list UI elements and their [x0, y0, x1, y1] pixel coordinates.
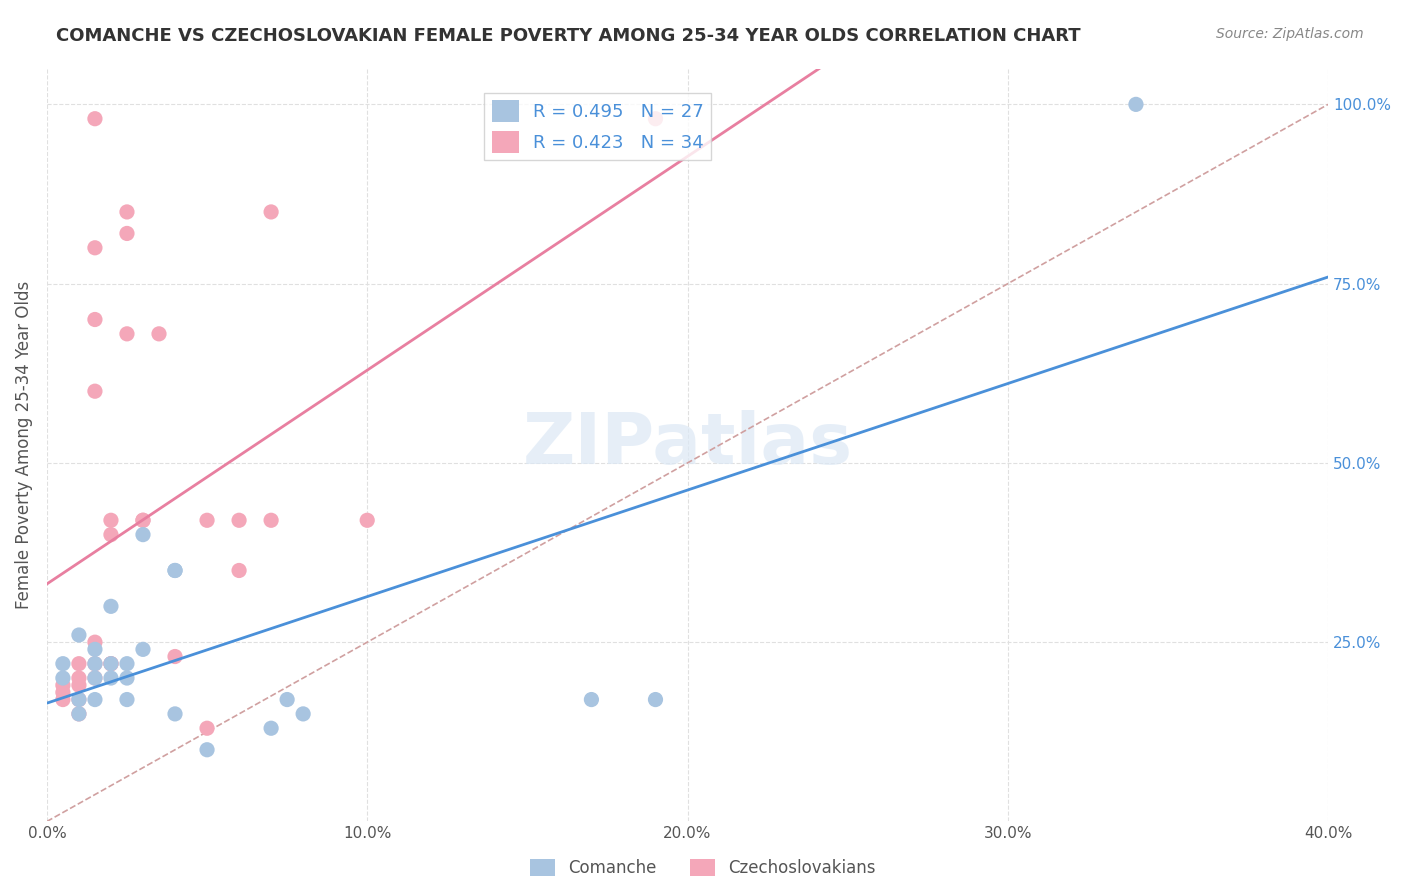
- Point: [132, 513, 155, 527]
- Point: [228, 564, 250, 578]
- Point: [195, 743, 218, 757]
- Point: [67, 678, 90, 692]
- Point: [84, 312, 107, 326]
- Point: [67, 692, 90, 706]
- Point: [260, 513, 283, 527]
- Legend: Comanche, Czechoslovakians: Comanche, Czechoslovakians: [523, 852, 883, 884]
- Point: [644, 112, 666, 126]
- Point: [1125, 97, 1147, 112]
- Point: [163, 649, 186, 664]
- Point: [100, 513, 122, 527]
- Point: [115, 692, 138, 706]
- Point: [67, 706, 90, 721]
- Point: [115, 205, 138, 219]
- Point: [52, 692, 75, 706]
- Point: [67, 628, 90, 642]
- Text: Source: ZipAtlas.com: Source: ZipAtlas.com: [1216, 27, 1364, 41]
- Point: [100, 671, 122, 685]
- Point: [195, 513, 218, 527]
- Point: [148, 326, 170, 341]
- Point: [163, 564, 186, 578]
- Point: [52, 657, 75, 671]
- Point: [84, 657, 107, 671]
- Point: [115, 326, 138, 341]
- Point: [100, 657, 122, 671]
- Point: [100, 657, 122, 671]
- Point: [228, 513, 250, 527]
- Point: [163, 706, 186, 721]
- Point: [84, 241, 107, 255]
- Point: [581, 692, 603, 706]
- Point: [644, 692, 666, 706]
- Point: [260, 205, 283, 219]
- Point: [84, 657, 107, 671]
- Point: [67, 692, 90, 706]
- Point: [84, 671, 107, 685]
- Point: [84, 635, 107, 649]
- Text: COMANCHE VS CZECHOSLOVAKIAN FEMALE POVERTY AMONG 25-34 YEAR OLDS CORRELATION CHA: COMANCHE VS CZECHOSLOVAKIAN FEMALE POVER…: [56, 27, 1081, 45]
- Point: [84, 671, 107, 685]
- Point: [195, 721, 218, 735]
- Point: [132, 527, 155, 541]
- Point: [67, 671, 90, 685]
- Point: [115, 227, 138, 241]
- Point: [115, 657, 138, 671]
- Point: [260, 721, 283, 735]
- Point: [52, 685, 75, 699]
- Point: [100, 599, 122, 614]
- Point: [132, 642, 155, 657]
- Point: [356, 513, 378, 527]
- Point: [84, 112, 107, 126]
- Point: [84, 384, 107, 399]
- Point: [276, 692, 298, 706]
- Point: [163, 564, 186, 578]
- Point: [67, 706, 90, 721]
- Point: [84, 692, 107, 706]
- Point: [84, 642, 107, 657]
- Point: [67, 657, 90, 671]
- Point: [132, 513, 155, 527]
- Legend: R = 0.495   N = 27, R = 0.423   N = 34: R = 0.495 N = 27, R = 0.423 N = 34: [485, 93, 711, 161]
- Point: [100, 527, 122, 541]
- Text: ZIPatlas: ZIPatlas: [523, 410, 852, 480]
- Y-axis label: Female Poverty Among 25-34 Year Olds: Female Poverty Among 25-34 Year Olds: [15, 281, 32, 609]
- Point: [52, 678, 75, 692]
- Point: [100, 657, 122, 671]
- Point: [115, 671, 138, 685]
- Point: [52, 671, 75, 685]
- Point: [292, 706, 315, 721]
